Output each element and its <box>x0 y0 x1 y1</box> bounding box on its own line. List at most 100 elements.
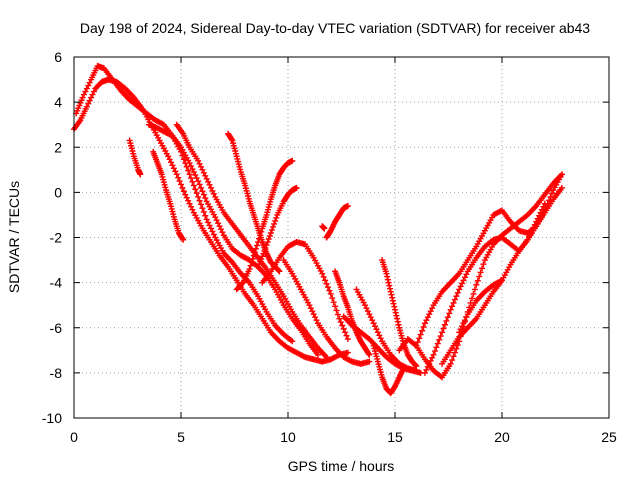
data-point <box>268 226 275 233</box>
data-point <box>474 277 481 284</box>
data-point <box>310 311 317 318</box>
data-point <box>431 348 438 355</box>
data-point <box>473 281 480 288</box>
data-point <box>332 303 339 310</box>
data-point <box>439 329 446 336</box>
data-point <box>390 300 397 307</box>
data-point <box>83 103 90 110</box>
data-point <box>377 335 384 342</box>
data-point <box>427 357 434 364</box>
data-point <box>168 159 175 166</box>
data-point <box>451 349 458 356</box>
chart-title: Day 198 of 2024, Sidereal Day-to-day VTE… <box>80 20 590 36</box>
y-tick-label: 4 <box>54 94 62 110</box>
data-point <box>334 311 341 318</box>
data-point <box>176 178 183 185</box>
data-point <box>276 268 283 275</box>
data-point <box>388 291 395 298</box>
data-point <box>195 178 202 185</box>
data-point <box>257 232 264 239</box>
data-point <box>252 245 259 252</box>
data-point <box>202 195 209 202</box>
data-point <box>203 175 210 182</box>
data-point <box>541 200 548 207</box>
y-tick-label: -2 <box>50 230 63 246</box>
data-point <box>173 171 180 178</box>
data-point <box>369 317 376 324</box>
data-point <box>336 315 343 322</box>
data-point <box>262 245 269 252</box>
data-point <box>189 166 196 173</box>
data-point <box>85 82 92 89</box>
data-point <box>453 293 460 300</box>
y-tick-label: 6 <box>54 49 62 65</box>
data-point <box>186 171 193 178</box>
data-point <box>306 302 313 309</box>
data-point <box>499 277 505 284</box>
data-point <box>185 167 192 174</box>
data-point <box>186 160 193 167</box>
data-point <box>199 205 206 212</box>
data-point <box>366 351 373 358</box>
data-point <box>307 305 314 312</box>
data-point <box>219 229 226 236</box>
x-tick-label: 20 <box>494 429 510 445</box>
data-point <box>441 321 448 328</box>
data-point <box>387 285 394 292</box>
data-point <box>453 345 460 352</box>
data-point <box>90 88 97 95</box>
data-point <box>213 217 220 224</box>
data-point <box>363 305 370 312</box>
data-point <box>185 197 192 204</box>
data-point <box>246 266 253 273</box>
data-point <box>264 239 271 246</box>
data-point <box>416 335 423 342</box>
data-point <box>420 323 427 330</box>
data-point <box>207 225 214 232</box>
data-point <box>463 271 470 278</box>
data-point <box>391 303 398 310</box>
data-point <box>266 232 273 239</box>
data-point <box>342 329 349 336</box>
data-point <box>449 357 456 364</box>
data-point <box>270 223 277 230</box>
data-point <box>272 217 279 224</box>
data-point <box>450 299 457 306</box>
data-point <box>200 191 207 198</box>
data-point <box>210 190 217 197</box>
data-point <box>86 79 93 86</box>
data-point <box>534 215 541 222</box>
data-point <box>82 88 89 95</box>
data-point <box>469 295 476 302</box>
data-point <box>137 171 144 178</box>
data-point <box>202 172 209 179</box>
data-point <box>209 228 216 235</box>
data-point <box>189 178 196 185</box>
data-point <box>228 136 235 143</box>
data-point <box>329 295 336 302</box>
data-point <box>190 169 197 176</box>
x-axis-label: GPS time / hours <box>288 458 395 474</box>
data-point <box>343 332 350 339</box>
data-point <box>376 332 383 339</box>
data-point <box>340 325 347 332</box>
data-point <box>321 225 328 232</box>
x-tick-label: 10 <box>280 429 296 445</box>
data-point <box>374 329 381 336</box>
data-point <box>183 194 190 201</box>
data-point <box>540 203 547 210</box>
data-point <box>271 220 278 227</box>
data-point <box>273 214 280 221</box>
data-point <box>460 277 467 284</box>
data-point <box>394 315 401 322</box>
data-point <box>429 354 436 361</box>
data-point <box>170 165 177 172</box>
data-point <box>324 284 331 291</box>
data-point <box>207 184 214 191</box>
data-point <box>275 267 282 274</box>
y-tick-label: -8 <box>50 365 63 381</box>
data-point <box>187 175 194 182</box>
data-point <box>427 308 434 315</box>
data-point <box>454 289 461 296</box>
x-tick-label: 0 <box>70 429 78 445</box>
